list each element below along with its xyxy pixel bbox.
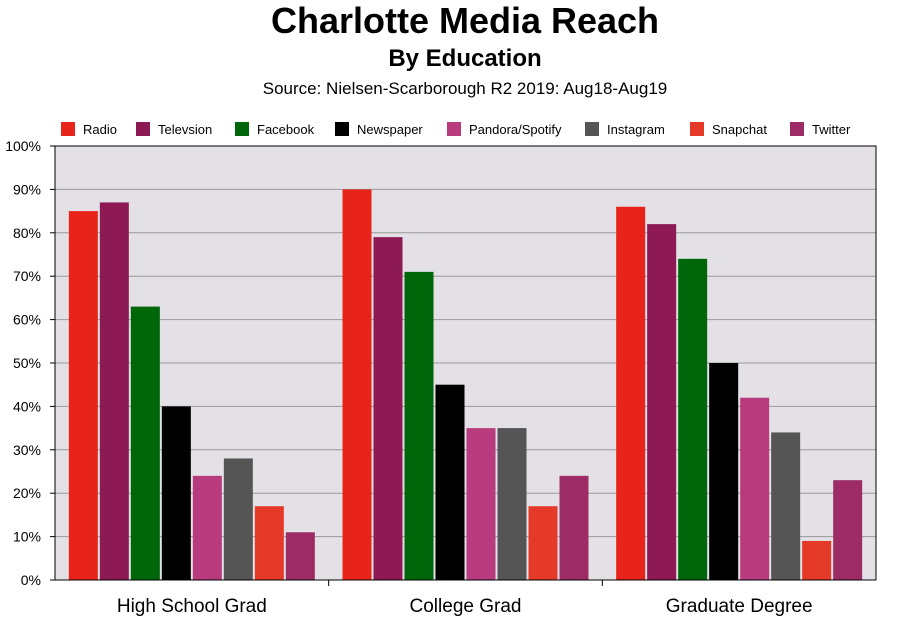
- bar: [285, 532, 315, 580]
- bar: [68, 211, 98, 580]
- legend-swatch: [61, 122, 75, 136]
- y-tick-label: 100%: [5, 138, 41, 154]
- legend-label: Snapchat: [712, 122, 767, 137]
- bar: [130, 306, 160, 580]
- y-tick-label: 30%: [13, 442, 41, 458]
- bar: [616, 206, 646, 580]
- bar: [404, 271, 434, 580]
- legend-label: Twitter: [812, 122, 851, 137]
- plot-border: [54, 145, 877, 581]
- legend-swatch: [235, 122, 249, 136]
- bars: [68, 189, 863, 581]
- legend-label: Instagram: [607, 122, 665, 137]
- legend-swatch: [136, 122, 150, 136]
- bar: [99, 202, 129, 581]
- legend-swatch: [690, 122, 704, 136]
- bar: [435, 384, 465, 580]
- bar: [709, 363, 739, 580]
- y-tick-label: 50%: [13, 355, 41, 371]
- bar: [254, 506, 284, 580]
- y-tick-label: 0%: [21, 572, 41, 588]
- bar: [740, 397, 770, 580]
- legend-label: Newspaper: [357, 122, 423, 137]
- bar: [497, 428, 527, 580]
- bar: [161, 406, 191, 580]
- bar: [559, 475, 589, 580]
- chart-title: Charlotte Media Reach: [270, 0, 660, 41]
- bar: [647, 224, 677, 580]
- y-tick-label: 90%: [13, 181, 41, 197]
- bar: [373, 237, 403, 580]
- y-tick-label: 60%: [13, 312, 41, 328]
- legend-label: Facebook: [257, 122, 315, 137]
- legend-swatch: [335, 122, 349, 136]
- legend-label: Televsion: [158, 122, 212, 137]
- y-tick-label: 20%: [13, 485, 41, 501]
- x-axis: High School Grad College Grad Graduate Deg…: [117, 580, 813, 617]
- legend-swatch: [790, 122, 804, 136]
- bar: [528, 506, 558, 580]
- x-tick-label: College Grad: [410, 596, 522, 617]
- chart-source: Source: Nielsen-Scarborough R2 2019: Aug…: [262, 79, 668, 98]
- y-tick-label: 70%: [13, 268, 41, 284]
- legend-label: Pandora/Spotify: [469, 122, 562, 137]
- legend-swatch: [447, 122, 461, 136]
- y-tick-label: 80%: [13, 225, 41, 241]
- bar: [802, 540, 832, 580]
- bar: [223, 458, 253, 580]
- bar: [342, 189, 372, 580]
- chart-subtitle: By Education: [388, 45, 542, 72]
- x-tick-label: High School Grad: [117, 596, 267, 617]
- x-tick-label: Graduate Degree: [666, 596, 813, 617]
- legend-label: Radio: [83, 122, 117, 137]
- legend: Radio Televsion Facebook Newspaper Pandora/S…: [61, 122, 851, 137]
- y-axis: 0% 10% 20% 30% 40% 50% 60% 70% 80% 90% 100%: [5, 138, 55, 588]
- y-tick-label: 40%: [13, 398, 41, 414]
- legend-swatch: [585, 122, 599, 136]
- bar: [833, 480, 863, 580]
- gridlines: [55, 188, 876, 538]
- bar: [192, 475, 222, 580]
- bar: [771, 432, 801, 580]
- bar: [678, 258, 708, 580]
- y-tick-label: 10%: [13, 529, 41, 545]
- bar: [466, 428, 496, 580]
